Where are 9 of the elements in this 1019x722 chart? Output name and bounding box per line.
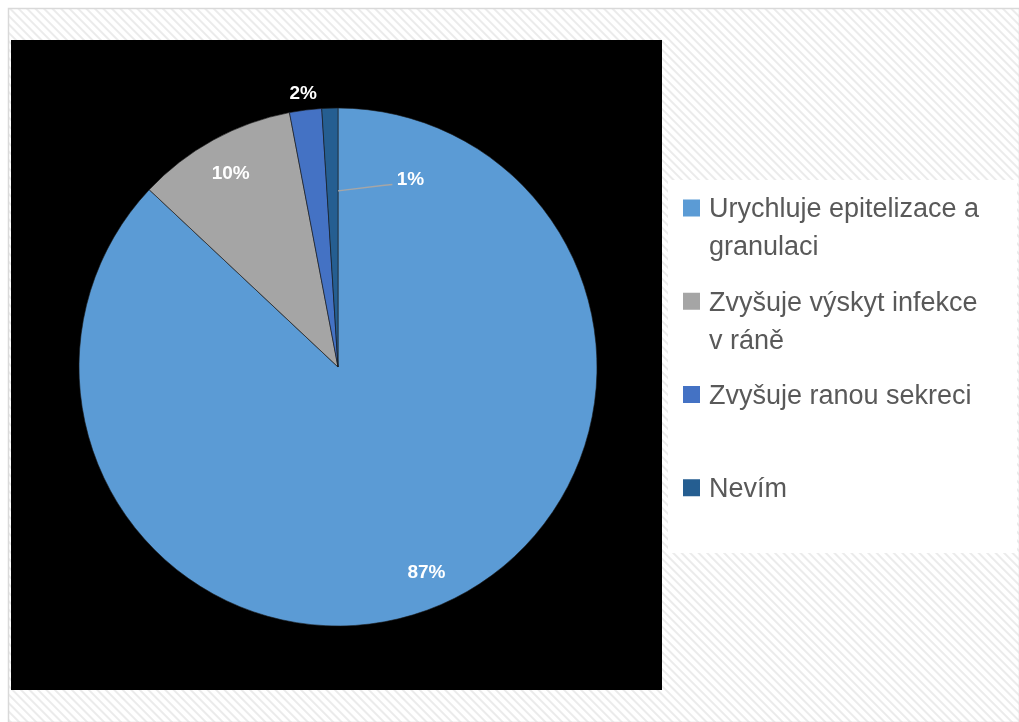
legend-label: Urychluje epitelizace a granulaci xyxy=(709,193,981,262)
data-label: 2% xyxy=(289,81,318,103)
legend-label: Zvyšuje ranou sekreci xyxy=(709,379,972,410)
legend-label: Nevím xyxy=(709,473,788,504)
data-label: 1% xyxy=(396,168,425,190)
pie-slice xyxy=(78,107,598,627)
data-label: 10% xyxy=(211,161,250,183)
data-label: 87% xyxy=(407,561,446,583)
legend-label: Zvyšuje výskyt infekce v ráně xyxy=(709,286,978,355)
